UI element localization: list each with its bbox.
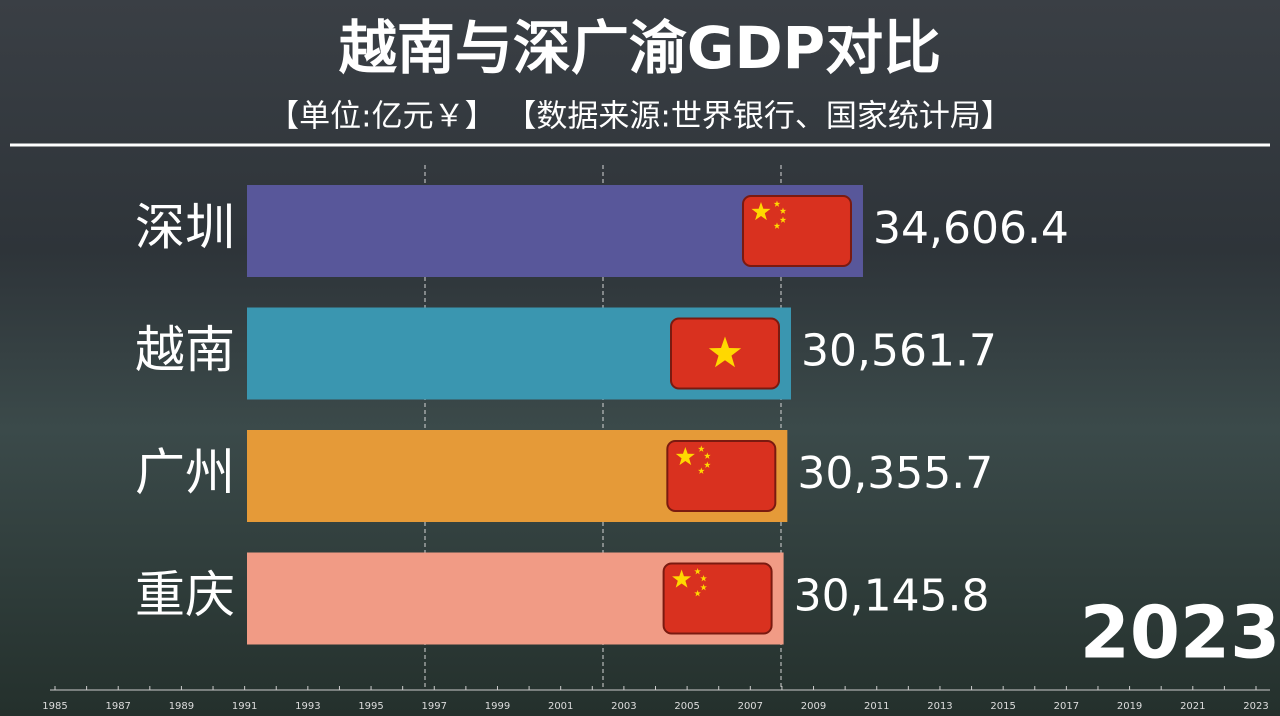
flag-star (672, 569, 692, 588)
flag-star (708, 336, 742, 368)
year-label: 2023 (1080, 591, 1280, 675)
timeline-label: 2011 (864, 701, 889, 712)
category-label: 广州 (135, 444, 235, 502)
timeline-label: 2001 (548, 701, 573, 712)
timeline-label: 2019 (1117, 701, 1142, 712)
timeline-label: 2021 (1180, 701, 1205, 712)
value-label: 30,145.8 (794, 571, 990, 622)
flag (662, 562, 773, 635)
value-label: 30,355.7 (797, 448, 993, 499)
flag-star (698, 445, 705, 452)
timeline-label: 2023 (1243, 701, 1268, 712)
flag-star (779, 216, 787, 223)
value-label: 30,561.7 (801, 326, 997, 377)
timeline-label: 1995 (358, 701, 383, 712)
chart-subtitle: 【单位:亿元￥】 【数据来源:世界银行、国家统计局】 (268, 99, 1012, 135)
flag-star (694, 590, 701, 597)
flag-star (773, 200, 781, 207)
flag-star (700, 584, 707, 591)
timeline-label: 1985 (42, 701, 67, 712)
timeline-label: 1999 (485, 701, 510, 712)
timeline-label: 2003 (611, 701, 636, 712)
flag (666, 440, 777, 512)
timeline-label: 1989 (169, 701, 194, 712)
flag-star (779, 207, 787, 214)
category-label: 越南 (135, 321, 235, 379)
flag-star (694, 568, 701, 575)
timeline-label: 2015 (990, 701, 1015, 712)
chart-title: 越南与深广渝GDP对比 (339, 14, 941, 82)
timeline-label: 1997 (422, 701, 447, 712)
category-label: 重庆 (135, 566, 235, 624)
timeline-label: 2013 (927, 701, 952, 712)
flag-star (698, 467, 705, 474)
category-label: 深圳 (135, 199, 235, 257)
timeline-label: 1993 (295, 701, 320, 712)
flag (741, 195, 852, 267)
flag-star (675, 447, 695, 466)
flag-star (700, 575, 707, 582)
value-label: 34,606.4 (873, 203, 1069, 254)
timeline-label: 2009 (801, 701, 826, 712)
timeline-label: 1991 (232, 701, 257, 712)
flag-star (751, 202, 771, 221)
flag-star (773, 222, 781, 229)
timeline-label: 2007 (738, 701, 763, 712)
timeline-label: 2017 (1054, 701, 1079, 712)
timeline-label: 2005 (674, 701, 699, 712)
flag-star (704, 452, 711, 459)
timeline-label: 1987 (105, 701, 130, 712)
flag-star (704, 461, 711, 468)
